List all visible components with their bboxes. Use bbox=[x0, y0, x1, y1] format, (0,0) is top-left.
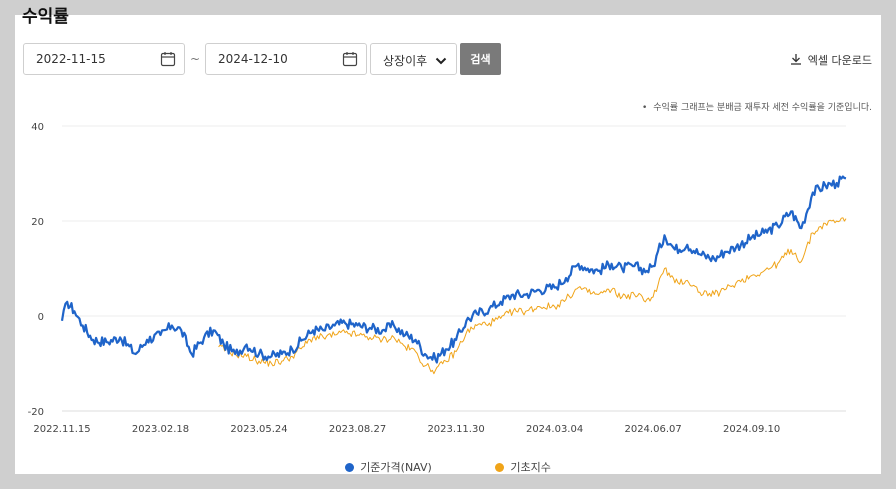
x-tick-label: 2024.03.04 bbox=[526, 424, 583, 435]
legend-item-nav[interactable]: 기준가격(NAV) bbox=[345, 459, 432, 475]
calendar-icon[interactable] bbox=[160, 51, 176, 70]
legend-swatch-nav bbox=[345, 462, 355, 472]
date-range-separator: ~ bbox=[190, 52, 201, 66]
y-tick-label: 20 bbox=[31, 217, 44, 228]
period-select[interactable]: 상장이후 bbox=[370, 43, 457, 75]
note-bullet: • bbox=[641, 103, 648, 113]
x-tick-label: 2023.05.24 bbox=[230, 424, 287, 435]
y-tick-label: -20 bbox=[28, 407, 44, 418]
download-icon bbox=[790, 53, 802, 68]
page-title: 수익률 bbox=[22, 7, 69, 27]
legend-label-index: 기초지수 bbox=[510, 461, 551, 474]
legend-label-nav: 기준가격(NAV) bbox=[360, 461, 432, 474]
x-tick-label: 2022.11.15 bbox=[33, 424, 90, 435]
excel-download-label: 엑셀 다운로드 bbox=[807, 54, 872, 67]
x-tick-label: 2023.08.27 bbox=[329, 424, 386, 435]
chart-legend: 기준가격(NAV) 기초지수 bbox=[0, 459, 896, 475]
excel-download-button[interactable]: 엑셀 다운로드 bbox=[790, 52, 872, 68]
x-tick-label: 2024.09.10 bbox=[723, 424, 780, 435]
x-tick-label: 2023.02.18 bbox=[132, 424, 189, 435]
series-line-nav bbox=[60, 175, 847, 364]
end-date-field[interactable]: 2024-12-10 bbox=[205, 43, 367, 75]
end-date-value: 2024-12-10 bbox=[218, 52, 288, 66]
start-date-value: 2022-11-15 bbox=[36, 52, 106, 66]
y-tick-label: 40 bbox=[31, 122, 44, 133]
legend-swatch-index bbox=[495, 462, 505, 472]
note-text: 수익률 그래프는 분배금 재투자 세전 수익률을 기준입니다. bbox=[653, 103, 872, 113]
chevron-down-icon bbox=[435, 55, 447, 69]
y-tick-label: 0 bbox=[38, 312, 44, 323]
search-button[interactable]: 검색 bbox=[460, 43, 501, 75]
chart-note: • 수익률 그래프는 분배금 재투자 세전 수익률을 기준입니다. bbox=[642, 100, 872, 113]
legend-item-index[interactable]: 기초지수 bbox=[495, 459, 551, 475]
x-tick-label: 2023.11.30 bbox=[427, 424, 484, 435]
x-tick-label: 2024.06.07 bbox=[624, 424, 681, 435]
series-line-index bbox=[218, 217, 847, 375]
period-select-value: 상장이후 bbox=[383, 54, 428, 68]
start-date-field[interactable]: 2022-11-15 bbox=[23, 43, 185, 75]
calendar-icon[interactable] bbox=[342, 51, 358, 70]
